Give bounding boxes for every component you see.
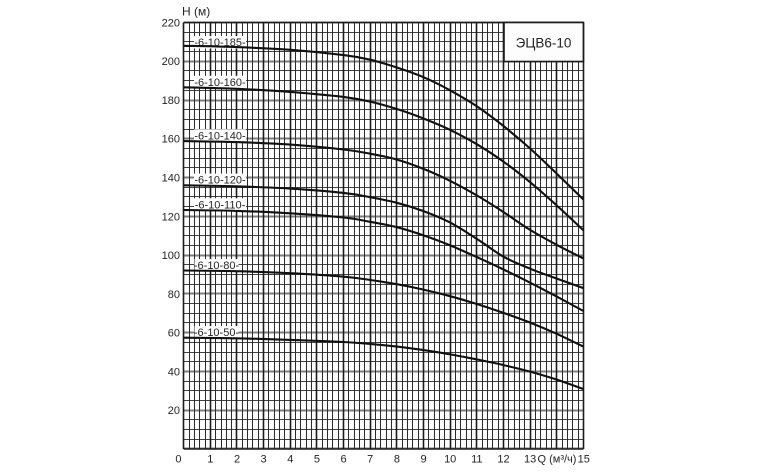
svg-text:12: 12 bbox=[497, 453, 509, 465]
svg-text:4: 4 bbox=[287, 453, 293, 465]
svg-text:100: 100 bbox=[162, 250, 180, 262]
svg-text:7: 7 bbox=[367, 453, 373, 465]
svg-text:ЭЦВ6-10: ЭЦВ6-10 bbox=[516, 35, 572, 50]
svg-text:10: 10 bbox=[444, 453, 456, 465]
svg-text:3: 3 bbox=[261, 453, 267, 465]
svg-text:-6-10-110-: -6-10-110- bbox=[195, 199, 246, 211]
svg-text:5: 5 bbox=[314, 453, 320, 465]
svg-text:Н (м): Н (м) bbox=[182, 5, 210, 19]
svg-text:180: 180 bbox=[162, 95, 180, 107]
svg-text:20: 20 bbox=[168, 405, 180, 417]
svg-text:13: 13 bbox=[524, 453, 536, 465]
svg-text:11: 11 bbox=[471, 453, 482, 465]
svg-text:-6-10-50-: -6-10-50- bbox=[194, 327, 240, 339]
svg-text:140: 140 bbox=[162, 173, 180, 185]
svg-text:-6-10-80-: -6-10-80- bbox=[194, 260, 240, 272]
svg-text:8: 8 bbox=[394, 453, 400, 465]
svg-text:120: 120 bbox=[162, 211, 180, 223]
svg-text:60: 60 bbox=[168, 328, 180, 340]
svg-text:2: 2 bbox=[234, 453, 240, 465]
svg-text:-6-10-120-: -6-10-120- bbox=[194, 175, 246, 187]
svg-text:220: 220 bbox=[162, 17, 180, 29]
svg-text:40: 40 bbox=[168, 366, 180, 378]
svg-text:-6-10-160-: -6-10-160- bbox=[194, 77, 246, 89]
svg-text:6: 6 bbox=[341, 453, 347, 465]
svg-text:1: 1 bbox=[207, 453, 213, 465]
svg-text:9: 9 bbox=[420, 453, 426, 465]
svg-text:160: 160 bbox=[162, 134, 180, 146]
svg-text:15: 15 bbox=[578, 453, 590, 465]
svg-text:0: 0 bbox=[175, 453, 181, 465]
svg-text:Q (м³/ч): Q (м³/ч) bbox=[538, 453, 577, 465]
svg-text:-6-10-185-: -6-10-185- bbox=[194, 37, 246, 49]
svg-text:-6-10-140-: -6-10-140- bbox=[194, 130, 246, 142]
svg-text:200: 200 bbox=[162, 56, 180, 68]
svg-text:80: 80 bbox=[168, 289, 180, 301]
